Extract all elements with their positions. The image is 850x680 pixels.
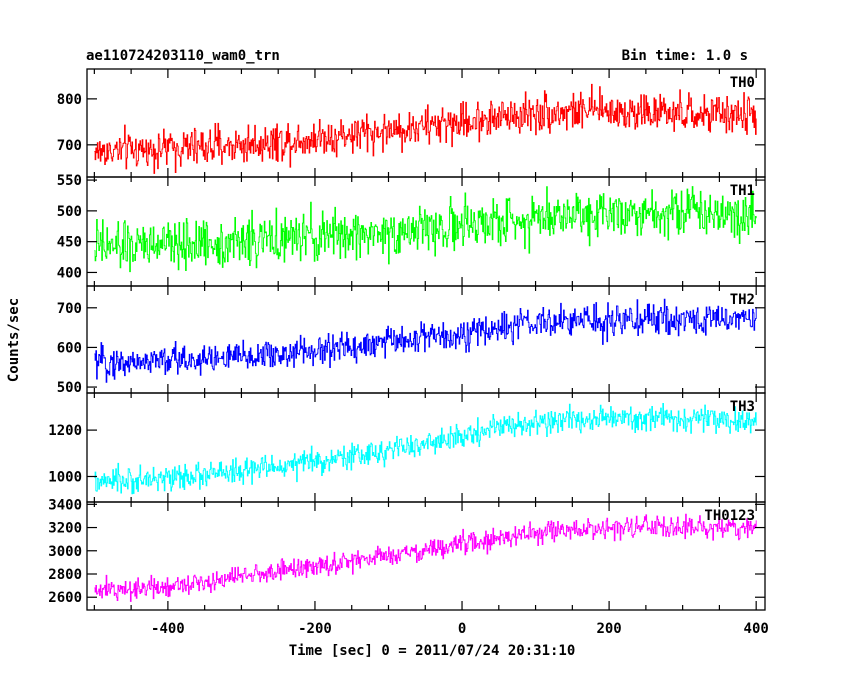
panels-group: 700 800 TH0 400 450 500 550 TH1 500 600 700 TH2 1000… — [48, 68, 766, 611]
obs-id-title: ae110724203110_wam0_trn — [86, 48, 280, 64]
y-tick-label: 3000 — [48, 544, 82, 560]
y-tick-label: 450 — [57, 235, 82, 251]
x-axis: -400 -200 0 200 400 — [151, 621, 769, 637]
y-tick-label: 600 — [57, 340, 82, 356]
y-tick-label: 400 — [57, 265, 82, 281]
panel-label-th1: TH1 — [730, 183, 755, 199]
x-tick-label: 400 — [744, 621, 769, 637]
x-tick-label: 200 — [596, 621, 621, 637]
y-tick-label: 500 — [57, 204, 82, 220]
y-tick-label: 3400 — [48, 497, 82, 513]
y-tick-label: 2800 — [48, 567, 82, 583]
panel-th0123: 2600 2800 3000 3200 3400 TH0123 — [48, 497, 766, 611]
series-th0 — [94, 83, 757, 174]
series-th2 — [94, 298, 757, 383]
y-tick-label: 700 — [57, 138, 82, 154]
panel-th0: 700 800 TH0 — [57, 68, 766, 178]
panel-frame-th2 — [86, 285, 766, 394]
panel-label-th0: TH0 — [730, 75, 755, 91]
series-th3 — [94, 402, 757, 495]
y-axis-label: Counts/sec — [6, 298, 22, 382]
bin-time-label: Bin time: 1.0 s — [622, 48, 748, 64]
x-tick-label: -200 — [298, 621, 332, 637]
y-tick-label: 500 — [57, 380, 82, 396]
y-tick-label: 1000 — [48, 469, 82, 485]
y-tick-label: 2600 — [48, 590, 82, 606]
panel-label-th0123: TH0123 — [704, 508, 755, 524]
y-tick-label: 1200 — [48, 423, 82, 439]
series-th0123 — [94, 513, 757, 602]
x-tick-label: 0 — [458, 621, 466, 637]
series-th1 — [94, 186, 757, 273]
panel-th1: 400 450 500 550 TH1 — [57, 173, 766, 287]
panel-th3: 1000 1200 TH3 — [48, 392, 766, 503]
panel-th2: 500 600 700 TH2 — [57, 285, 766, 396]
x-axis-label: Time [sec] 0 = 2011/07/24 20:31:10 — [289, 643, 576, 659]
panel-frame-th0123 — [86, 501, 766, 611]
panel-label-th2: TH2 — [730, 292, 755, 308]
panel-frame-th1 — [86, 176, 766, 287]
y-tick-label: 700 — [57, 301, 82, 317]
y-tick-label: 550 — [57, 173, 82, 189]
y-tick-label: 3200 — [48, 521, 82, 537]
x-tick-label: -400 — [151, 621, 185, 637]
y-tick-label: 800 — [57, 92, 82, 108]
panel-label-th3: TH3 — [730, 399, 755, 415]
